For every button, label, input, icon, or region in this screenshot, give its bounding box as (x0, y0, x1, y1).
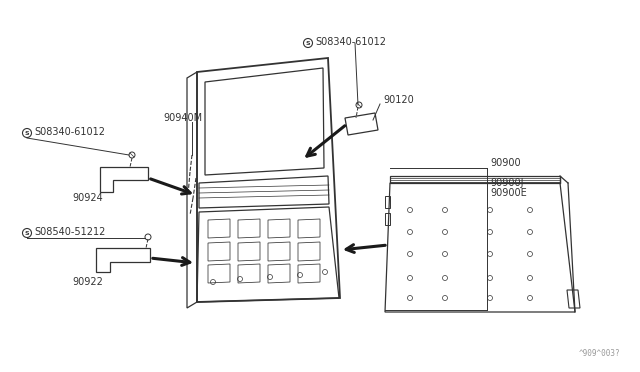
Text: 90900: 90900 (490, 158, 520, 168)
Text: 90900E: 90900E (490, 188, 527, 198)
Text: S08340-61012: S08340-61012 (315, 37, 386, 47)
Text: 90922: 90922 (72, 277, 103, 287)
Text: 90924: 90924 (72, 193, 103, 203)
Text: S: S (25, 231, 29, 235)
Text: 90940M: 90940M (163, 113, 202, 123)
Text: 90120: 90120 (383, 95, 413, 105)
Text: S08340-61012: S08340-61012 (34, 127, 105, 137)
Text: S: S (25, 131, 29, 135)
Text: ^909^003?: ^909^003? (579, 349, 620, 358)
Text: S: S (306, 41, 310, 45)
Text: 90900J: 90900J (490, 178, 524, 188)
Text: S08540-51212: S08540-51212 (34, 227, 106, 237)
